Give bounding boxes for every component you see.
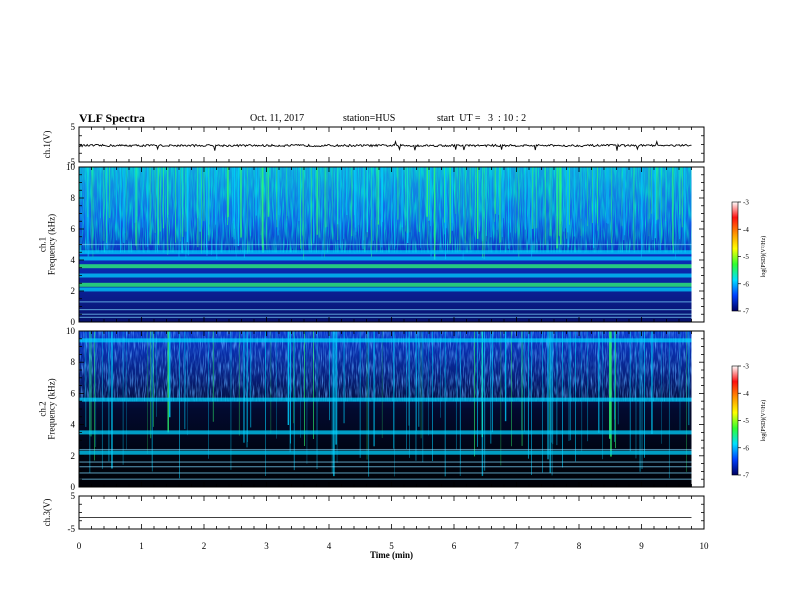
- band-line: [79, 466, 692, 468]
- band-line: [79, 243, 692, 246]
- band-line: [79, 282, 692, 287]
- x-axis: 0 1 2 3 4 5 6 7 8 9 10 Time (min): [77, 541, 709, 560]
- band-line: [79, 250, 692, 255]
- x-tick-label: 10: [700, 541, 710, 551]
- ch1-spectrogram-panel: 0 2 4 6 8 10 ch.1 Frequency (kHz) -3 -4 -5 -6 -7 log(…: [38, 162, 768, 327]
- spectrogram-noise: [79, 167, 692, 253]
- colorbar: -3 -4 -5 -6 -7 log(PSD)(V²/Hz): [731, 199, 767, 316]
- y-tick-label: 2: [71, 286, 76, 296]
- spectrogram-image: [79, 167, 692, 322]
- ch1-waveform-panel: 5 -5 ch.1(V): [42, 122, 705, 167]
- band-line: [79, 338, 692, 343]
- colorbar-scale: [731, 201, 739, 312]
- band-line: [79, 450, 692, 455]
- colorbar-tick-label: -6: [743, 280, 749, 288]
- x-tick-label: 9: [639, 541, 644, 551]
- band-line: [79, 301, 692, 303]
- figure-title: VLF Spectra: [79, 111, 145, 125]
- y-tick-label: 10: [66, 162, 76, 172]
- colorbar-tick-label: -7: [743, 472, 749, 480]
- y-axis-label: ch.3(V): [42, 499, 52, 527]
- y-axis-label: ch.1: [38, 237, 48, 252]
- spectrogram-noise: [79, 331, 692, 402]
- x-axis-label: Time (min): [370, 550, 413, 560]
- y-tick-label: 0: [71, 317, 76, 327]
- colorbar-label: log(PSD)(V²/Hz): [760, 236, 767, 277]
- x-tick-label: 8: [577, 541, 582, 551]
- start-time-label: start UT = 3 : 10 : 2: [437, 113, 527, 124]
- y-axis-label: Frequency (kHz): [47, 214, 57, 275]
- spectrogram-image: [79, 331, 692, 487]
- colorbar-tick-label: -5: [743, 253, 749, 261]
- y-tick-label: 4: [71, 420, 76, 430]
- y-tick-label: 10: [66, 326, 76, 336]
- band-line: [79, 397, 692, 402]
- y-axis-label: Frequency (kHz): [47, 378, 57, 439]
- band-line: [79, 256, 692, 261]
- band-line: [79, 309, 692, 311]
- x-tick-label: 6: [452, 541, 457, 551]
- y-tick-label: 5: [71, 122, 76, 132]
- colorbar-tick-label: -3: [743, 363, 749, 371]
- band-line: [79, 264, 692, 269]
- y-tick-label: 4: [71, 255, 76, 265]
- y-tick-label: -5: [68, 157, 76, 167]
- band-line: [79, 448, 692, 451]
- date-label: Oct. 11, 2017: [250, 113, 305, 124]
- y-tick-label: 8: [71, 357, 76, 367]
- colorbar-tick-label: -4: [743, 390, 749, 398]
- colorbar-tick-label: -5: [743, 417, 749, 425]
- y-tick-label: 0: [71, 482, 76, 492]
- colorbar-tick-label: -3: [743, 199, 749, 207]
- band-line: [79, 478, 692, 480]
- x-tick-label: 0: [77, 541, 82, 551]
- y-axis-label: ch.1(V): [42, 131, 52, 159]
- band-line: [79, 430, 692, 435]
- colorbar-tick-label: -7: [743, 308, 749, 316]
- y-tick-label: 2: [71, 451, 76, 461]
- band-line: [79, 316, 692, 318]
- band-line: [79, 472, 692, 474]
- x-tick-label: 1: [139, 541, 144, 551]
- band-line: [79, 313, 692, 315]
- ch1-trace: [78, 139, 692, 152]
- station-label: station=HUS: [343, 113, 396, 124]
- colorbar-scale: [731, 365, 739, 476]
- y-tick-label: -5: [68, 524, 76, 534]
- band-line: [79, 287, 692, 292]
- y-tick-label: 8: [71, 193, 76, 203]
- x-tick-label: 7: [514, 541, 519, 551]
- x-tick-label: 4: [327, 541, 332, 551]
- y-tick-label: 6: [71, 224, 76, 234]
- ch2-spectrogram-panel: 0 2 4 6 8 10 ch.2 Frequency (kHz) -3 -4 -5 -6 -7 log(…: [38, 326, 768, 492]
- y-axis-label: ch.2: [38, 401, 48, 416]
- x-tick-label: 2: [202, 541, 207, 551]
- x-tick-label: 3: [264, 541, 269, 551]
- band-line: [79, 461, 692, 463]
- colorbar-tick-label: -4: [743, 226, 749, 234]
- band-line: [79, 273, 692, 278]
- colorbar-tick-label: -6: [743, 444, 749, 452]
- x-tick-label: 5: [389, 541, 394, 551]
- ch3-waveform-panel: 5 -5 ch.3(V): [42, 491, 705, 534]
- y-tick-label: 6: [71, 388, 76, 398]
- colorbar: -3 -4 -5 -6 -7 log(PSD)(V²/Hz): [731, 363, 767, 480]
- colorbar-label: log(PSD)(V²/Hz): [760, 400, 767, 441]
- y-tick-label: 5: [71, 491, 76, 501]
